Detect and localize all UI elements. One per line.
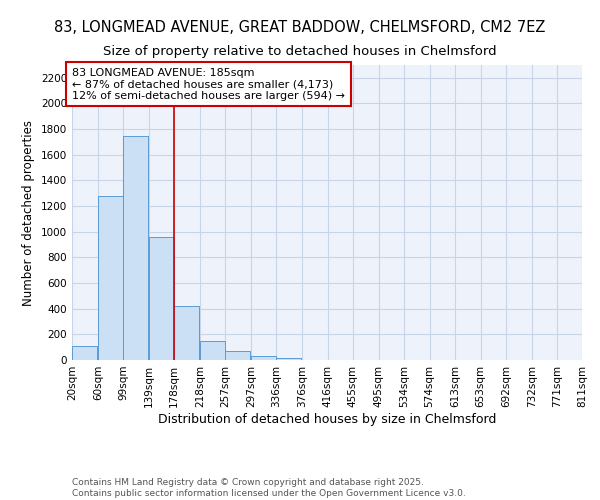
Bar: [200, 342, 225, 360]
Bar: [276, 358, 301, 360]
Bar: [98, 196, 123, 360]
Bar: [225, 351, 250, 360]
Bar: [149, 237, 174, 360]
Bar: [123, 136, 148, 360]
Bar: [251, 356, 276, 360]
Text: Size of property relative to detached houses in Chelmsford: Size of property relative to detached ho…: [103, 45, 497, 58]
Text: Contains HM Land Registry data © Crown copyright and database right 2025.
Contai: Contains HM Land Registry data © Crown c…: [72, 478, 466, 498]
Bar: [174, 306, 199, 360]
Y-axis label: Number of detached properties: Number of detached properties: [22, 120, 35, 306]
Text: 83, LONGMEAD AVENUE, GREAT BADDOW, CHELMSFORD, CM2 7EZ: 83, LONGMEAD AVENUE, GREAT BADDOW, CHELM…: [55, 20, 545, 35]
Text: 83 LONGMEAD AVENUE: 185sqm
← 87% of detached houses are smaller (4,173)
12% of s: 83 LONGMEAD AVENUE: 185sqm ← 87% of deta…: [72, 68, 345, 101]
Bar: [72, 346, 97, 360]
X-axis label: Distribution of detached houses by size in Chelmsford: Distribution of detached houses by size …: [158, 412, 496, 426]
